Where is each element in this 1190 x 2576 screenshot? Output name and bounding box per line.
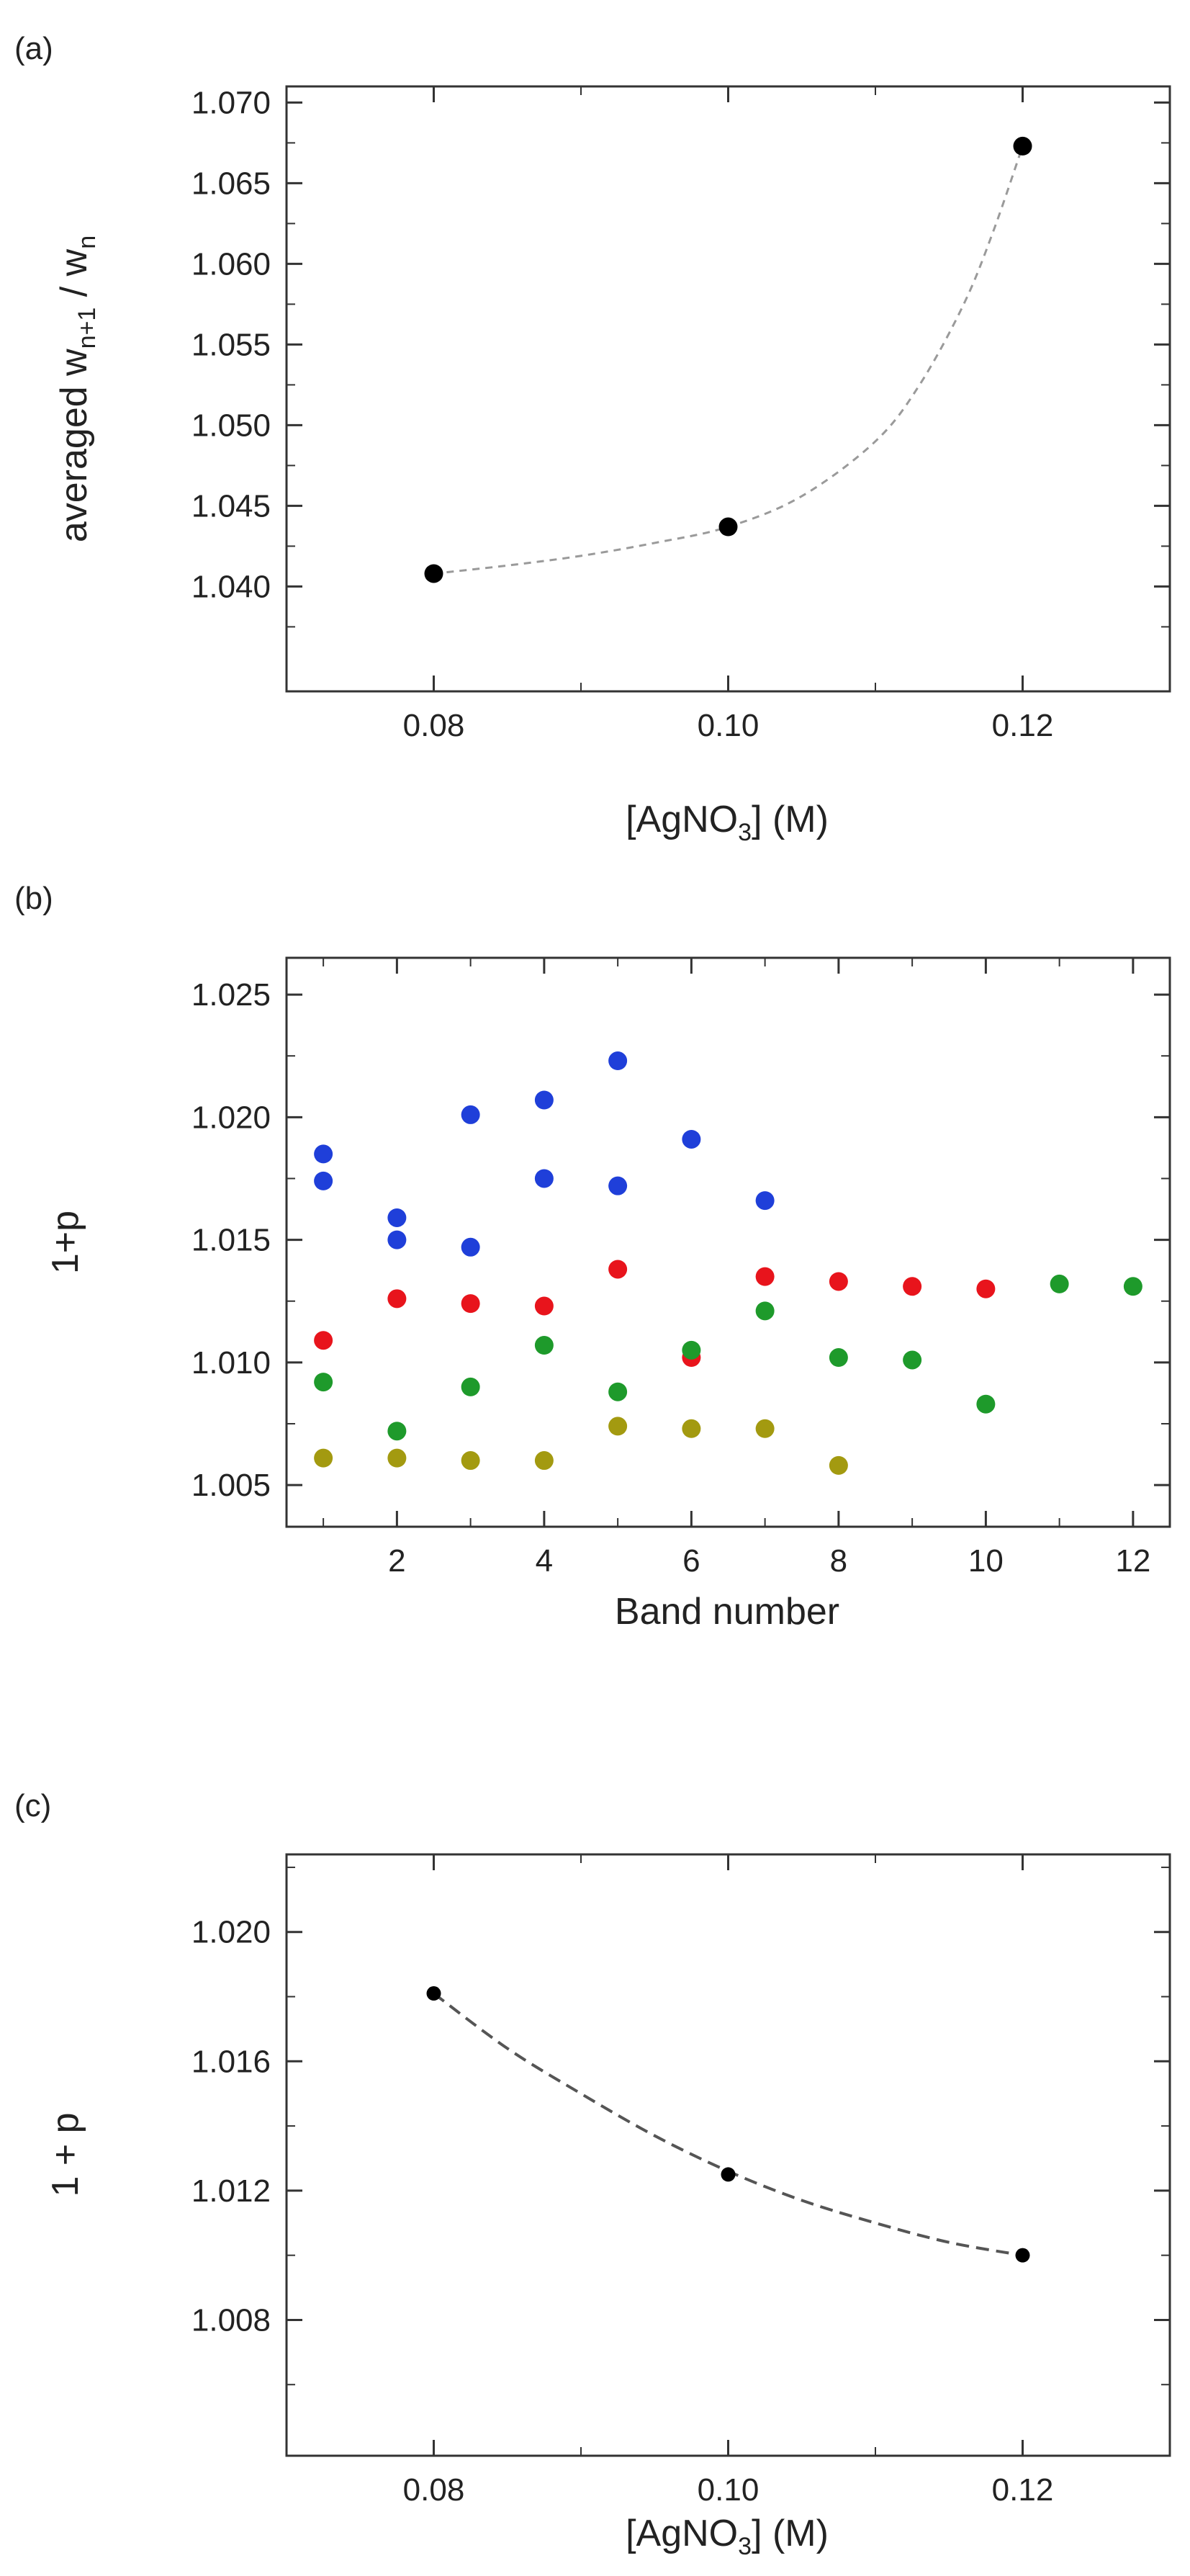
panel-b-point-green bbox=[829, 1348, 848, 1368]
panel-a-y-tick-label: 1.070 bbox=[191, 85, 271, 120]
panel-b-point-red bbox=[387, 1289, 407, 1309]
panel-b-y-tick-label: 1.010 bbox=[191, 1345, 271, 1381]
panel-b-point-olive bbox=[387, 1448, 407, 1468]
panel-b-point-olive bbox=[534, 1451, 554, 1471]
panel-b-y-tick-label: 1.020 bbox=[191, 1100, 271, 1135]
panel-b-point-blue bbox=[534, 1169, 554, 1188]
panel-b-point-green bbox=[387, 1422, 407, 1441]
panel-b-point-olive bbox=[461, 1451, 480, 1471]
panel-b-point-blue bbox=[461, 1105, 480, 1124]
panel-a-y-tick-label: 1.055 bbox=[191, 327, 271, 362]
panel-c-y-axis-label: 1 + p bbox=[45, 2112, 86, 2196]
panel-b-point-red bbox=[755, 1267, 775, 1286]
panel-b-point-blue bbox=[314, 1144, 333, 1164]
panel-b-y-tick-label: 1.005 bbox=[191, 1468, 271, 1503]
panel-b-x-tick-label: 2 bbox=[388, 1543, 405, 1579]
panel-c-point-data bbox=[1015, 2248, 1030, 2263]
panel-b-x-tick-label: 4 bbox=[536, 1543, 553, 1579]
panel-b-point-green bbox=[608, 1382, 628, 1401]
panel-b-point-green bbox=[682, 1340, 701, 1360]
panel-a-label: (a) bbox=[14, 31, 53, 66]
panel-b-point-blue bbox=[608, 1176, 628, 1195]
panel-a: (a) 1.040 1.045 1.050 1.055 1.060 1.065 1.070 0… bbox=[14, 31, 1171, 846]
panel-b-points bbox=[314, 1051, 1142, 1475]
panel-c-points bbox=[426, 1986, 1030, 2263]
panel-a-y-tick-label: 1.050 bbox=[191, 408, 271, 443]
panel-c-x-axis-label: [AgNO3] (M) bbox=[626, 2513, 829, 2560]
panel-c-x-tick-label: 0.12 bbox=[992, 2472, 1054, 2508]
panel-b: (b) 1.005 1.010 1.015 1.020 1.025 2 4 6 8 10 12 Ba… bbox=[14, 881, 1171, 1633]
panel-a-x-tick-label: 0.08 bbox=[403, 708, 465, 743]
panel-c-ticks: 1.008 1.012 1.016 1.020 0.08 0.10 0.12 bbox=[191, 1854, 1171, 2508]
panel-c-point-data bbox=[721, 2167, 736, 2182]
panel-b-point-red bbox=[314, 1331, 333, 1350]
panel-c-x-tick-label: 0.08 bbox=[403, 2472, 465, 2508]
panel-b-point-green bbox=[314, 1373, 333, 1392]
panel-a-x-tick-label: 0.12 bbox=[992, 708, 1054, 743]
panel-b-point-blue bbox=[608, 1051, 628, 1071]
panel-b-point-red bbox=[829, 1272, 848, 1291]
panel-c-y-tick-label: 1.008 bbox=[191, 2302, 271, 2338]
panel-a-y-tick-label: 1.060 bbox=[191, 246, 271, 282]
panel-b-point-red bbox=[534, 1296, 554, 1316]
panel-b-point-olive bbox=[755, 1419, 775, 1438]
panel-b-point-green bbox=[755, 1301, 775, 1321]
panel-a-points bbox=[424, 136, 1032, 583]
panel-b-ticks: 1.005 1.010 1.015 1.020 1.025 2 4 6 8 10 12 bbox=[191, 958, 1170, 1579]
panel-a-point-data bbox=[424, 564, 443, 583]
panel-b-point-blue bbox=[534, 1090, 554, 1110]
panel-b-point-blue bbox=[461, 1237, 480, 1257]
panel-b-point-olive bbox=[608, 1417, 628, 1436]
panel-a-y-tick-label: 1.045 bbox=[191, 488, 271, 524]
panel-b-point-olive bbox=[682, 1419, 701, 1438]
panel-b-point-green bbox=[976, 1394, 996, 1414]
panel-b-point-blue bbox=[755, 1191, 775, 1211]
panel-b-point-red bbox=[608, 1260, 628, 1279]
panel-b-point-red bbox=[976, 1279, 996, 1298]
panel-c: (c) 1.008 1.012 1.016 1.020 0.08 0.10 0.12 [Ag… bbox=[14, 1788, 1171, 2560]
panel-c-y-tick-label: 1.012 bbox=[191, 2173, 271, 2209]
panel-b-point-green bbox=[461, 1377, 480, 1396]
panel-c-point-data bbox=[426, 1986, 441, 2001]
panel-b-x-tick-label: 8 bbox=[830, 1543, 847, 1579]
panel-b-point-blue bbox=[682, 1129, 701, 1149]
panel-a-point-data bbox=[1013, 136, 1032, 156]
panel-b-point-green bbox=[534, 1336, 554, 1355]
panel-a-y-tick-label: 1.040 bbox=[191, 569, 271, 604]
panel-b-point-blue bbox=[387, 1208, 407, 1227]
panel-b-label: (b) bbox=[14, 881, 53, 916]
panel-b-point-green bbox=[903, 1350, 922, 1370]
panel-a-ticks: 1.040 1.045 1.050 1.055 1.060 1.065 1.070 0.08 0… bbox=[191, 85, 1171, 743]
panel-b-point-olive bbox=[314, 1448, 333, 1468]
panel-b-y-axis-label: 1+p bbox=[45, 1211, 86, 1274]
panel-b-point-red bbox=[461, 1294, 480, 1314]
panel-a-y-axis-label: averaged wn+1 / wn bbox=[53, 235, 101, 542]
panel-b-point-olive bbox=[829, 1455, 848, 1475]
panel-b-point-blue bbox=[387, 1230, 407, 1249]
panel-b-point-green bbox=[1050, 1274, 1069, 1293]
panel-a-x-tick-label: 0.10 bbox=[698, 708, 759, 743]
panel-b-y-tick-label: 1.015 bbox=[191, 1223, 271, 1258]
panel-c-y-tick-label: 1.020 bbox=[191, 1915, 271, 1950]
panel-c-x-tick-label: 0.10 bbox=[698, 2472, 759, 2508]
panel-b-y-tick-label: 1.025 bbox=[191, 977, 271, 1013]
panel-b-plot-frame bbox=[285, 956, 1171, 1528]
panel-b-x-axis-label: Band number bbox=[615, 1591, 839, 1633]
panel-a-point-data bbox=[718, 517, 738, 537]
panel-c-label: (c) bbox=[14, 1788, 51, 1823]
panel-b-x-tick-label: 12 bbox=[1115, 1543, 1150, 1579]
panel-a-fit-curve bbox=[433, 145, 1024, 575]
panel-b-x-tick-label: 10 bbox=[968, 1543, 1004, 1579]
panel-b-point-green bbox=[1123, 1277, 1142, 1296]
panel-a-x-axis-label: [AgNO3] (M) bbox=[626, 799, 829, 846]
panel-a-y-tick-label: 1.065 bbox=[191, 166, 271, 201]
panel-b-x-tick-label: 6 bbox=[682, 1543, 700, 1579]
panel-c-y-tick-label: 1.016 bbox=[191, 2044, 271, 2079]
panel-b-point-red bbox=[903, 1277, 922, 1296]
panel-b-point-blue bbox=[314, 1171, 333, 1190]
